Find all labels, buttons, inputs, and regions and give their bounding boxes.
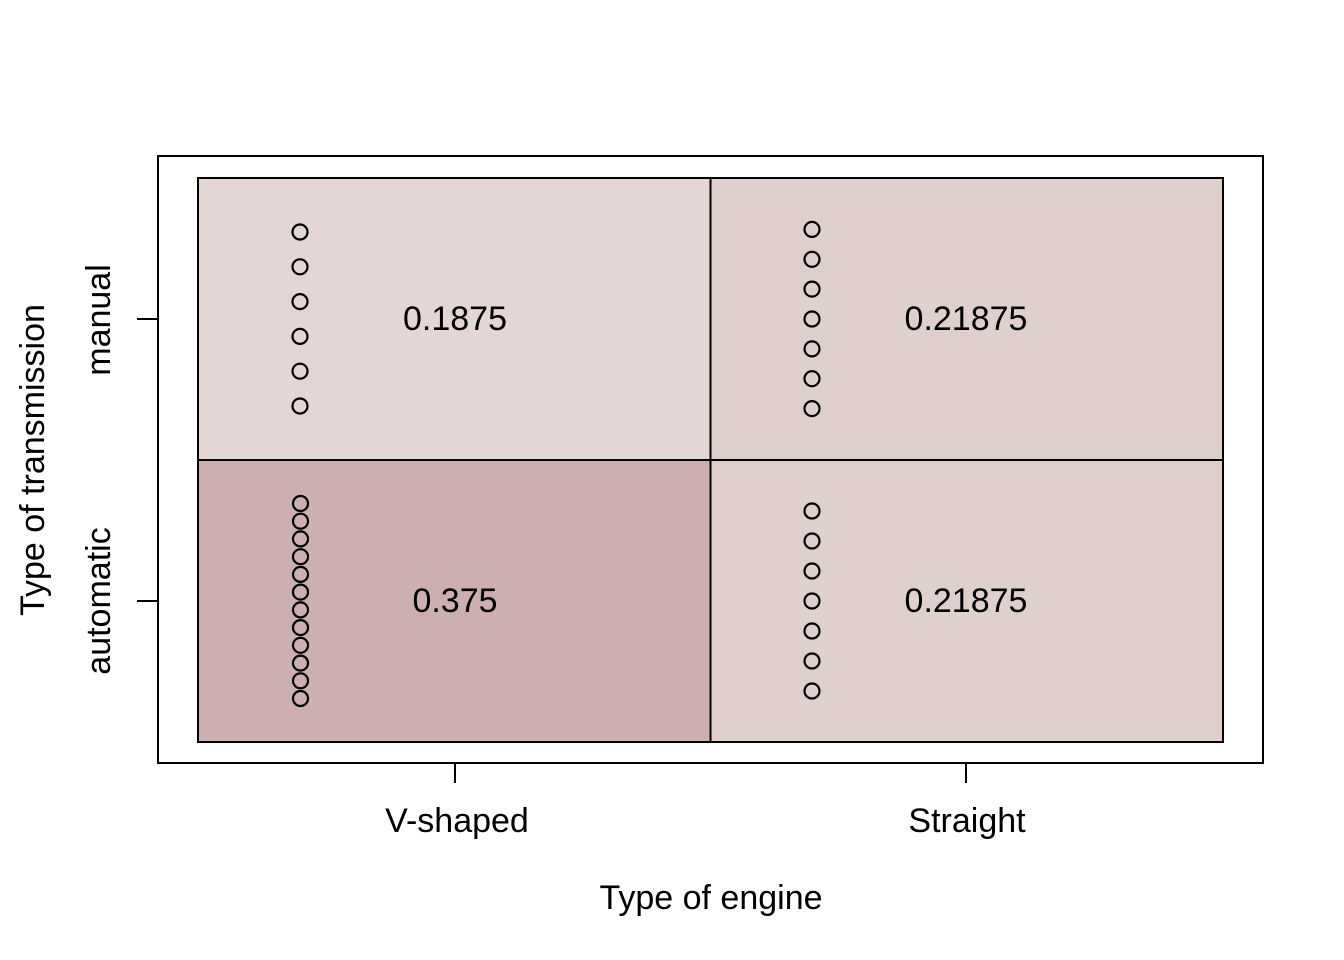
observation-dot <box>803 592 821 610</box>
observation-dot <box>803 622 821 640</box>
cells-layer <box>197 177 1224 743</box>
observation-dot <box>291 494 310 513</box>
observation-dot <box>291 672 310 690</box>
plot-frame <box>157 155 1264 764</box>
observation-dot <box>291 512 310 530</box>
observation-dot <box>803 220 821 238</box>
observation-dot <box>803 682 821 700</box>
observation-dot <box>291 223 309 241</box>
observation-dot <box>291 689 310 708</box>
observation-dot <box>803 652 821 670</box>
cell-manual-straight <box>709 177 1224 461</box>
observation-dot <box>803 370 821 388</box>
observation-dot <box>291 636 310 654</box>
cell-proportion-label-automatic-vshaped: 0.375 <box>412 582 498 620</box>
observation-dot <box>291 565 310 584</box>
observation-dot <box>803 340 821 358</box>
axis-ticks <box>137 318 967 783</box>
cell-proportion-label-automatic-straight: 0.21875 <box>904 582 1028 620</box>
cell-proportion-label-manual-vshaped: 0.1875 <box>403 300 507 338</box>
observation-dot <box>291 654 310 672</box>
y-axis-title: Type of transmission <box>14 304 52 616</box>
observation-dot <box>291 601 310 619</box>
observation-dot <box>291 548 310 566</box>
x-axis-title: Type of engine <box>599 879 823 917</box>
observation-dot <box>291 397 309 415</box>
observation-dot <box>291 530 310 548</box>
observation-dot <box>291 618 310 637</box>
observation-dot <box>803 502 821 520</box>
cell-automatic-straight <box>709 459 1224 743</box>
observation-dot <box>803 250 821 268</box>
cell-manual-v-shaped <box>197 177 712 461</box>
observation-dot <box>291 293 309 311</box>
observation-dot <box>803 280 821 298</box>
dots-layer <box>291 220 821 708</box>
observation-dot <box>803 400 821 418</box>
observation-dot <box>291 258 309 276</box>
x-tick-label-v-shaped: V-shaped <box>385 802 529 840</box>
observation-dot <box>803 562 821 580</box>
cell-proportion-label-manual-straight: 0.21875 <box>904 300 1028 338</box>
cell-automatic-v-shaped <box>197 459 712 743</box>
observation-dot <box>803 310 821 328</box>
observation-dot <box>291 583 310 601</box>
observation-dot <box>291 327 309 345</box>
y-tick-label-automatic: automatic <box>80 527 118 675</box>
observation-dot <box>803 532 821 550</box>
y-tick-label-manual: manual <box>80 264 118 376</box>
x-tick-label-straight: Straight <box>908 802 1026 840</box>
observation-dot <box>291 362 309 380</box>
